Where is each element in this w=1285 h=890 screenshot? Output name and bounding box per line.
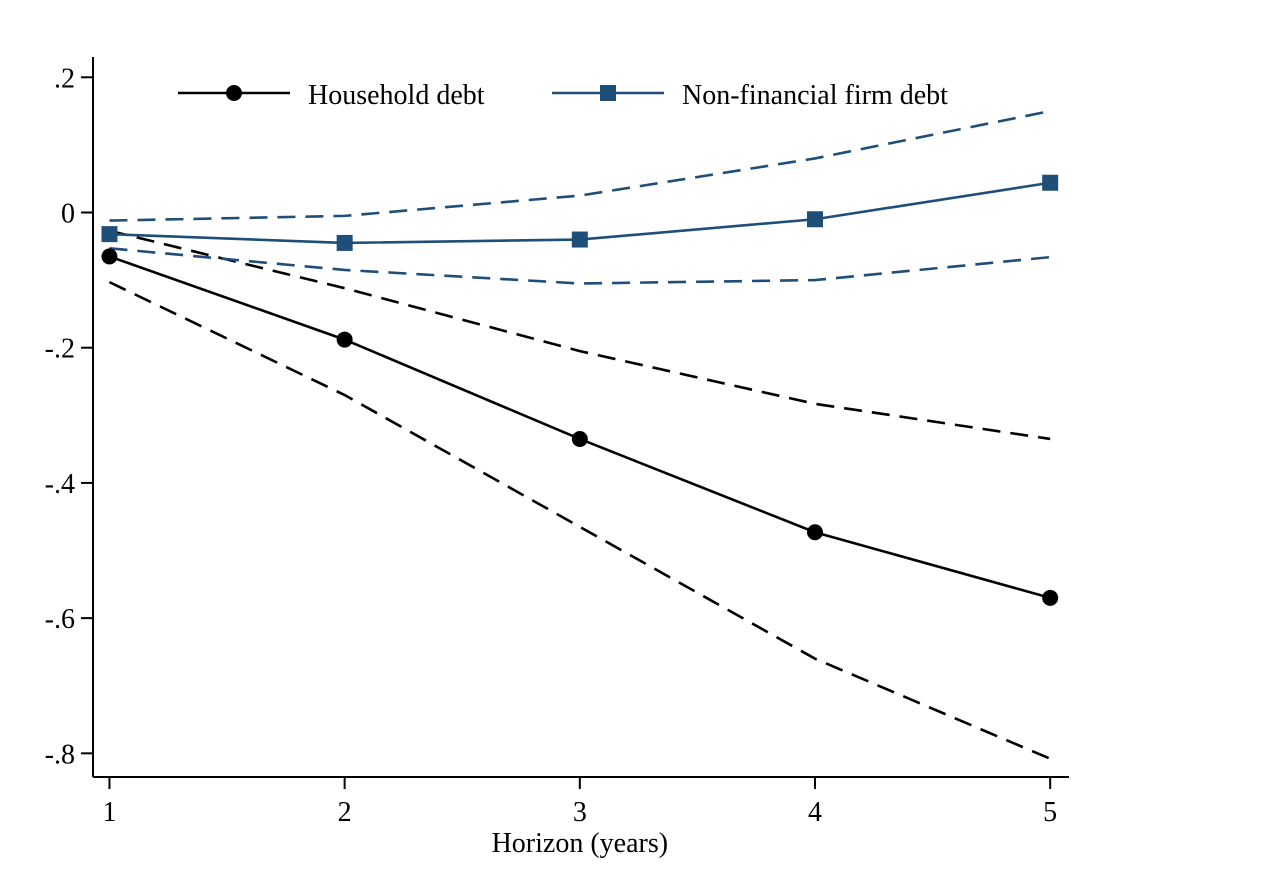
y-tick-label: .2 [54,63,75,94]
firm-point [807,211,824,228]
firm-ci-upper [109,109,1051,222]
confidence-bands [108,109,1051,760]
y-tick-label: -.6 [45,604,75,635]
series-markers [101,174,1059,606]
y-tick-label: -.8 [45,739,75,770]
x-tick-label: 3 [573,797,587,828]
legend: Household debt Non-financial firm debt [178,80,948,111]
firm-point [336,234,353,251]
household-point [571,430,588,447]
legend-firm-marker [600,85,616,101]
firm-point [571,231,588,248]
y-tick-label: 0 [61,198,75,229]
firm-point [1042,174,1059,191]
firm-point [101,226,118,243]
household-ci-upper [109,229,1051,441]
household-point [1042,589,1059,606]
legend-household-label: Household debt [308,80,485,111]
x-axis-title: Horizon (years) [492,828,668,859]
household-line [109,255,1051,600]
household-point [807,524,824,541]
x-tick-label: 1 [102,797,116,828]
x-tick-label: 4 [808,797,822,828]
axes: .2 0 -.2 -.4 -.6 -.8 1 2 3 4 5 [45,57,1069,828]
x-tick-label: 2 [338,797,352,828]
legend-firm-label: Non-financial firm debt [682,80,948,111]
firm-ci-lower [109,247,1051,285]
household-point [336,331,353,348]
y-tick-label: -.2 [45,334,75,365]
x-tick-label: 5 [1043,797,1057,828]
household-ci-lower [108,280,1051,760]
y-tick-label: -.4 [45,469,75,500]
legend-household-marker [226,85,242,101]
household-point [101,248,118,265]
